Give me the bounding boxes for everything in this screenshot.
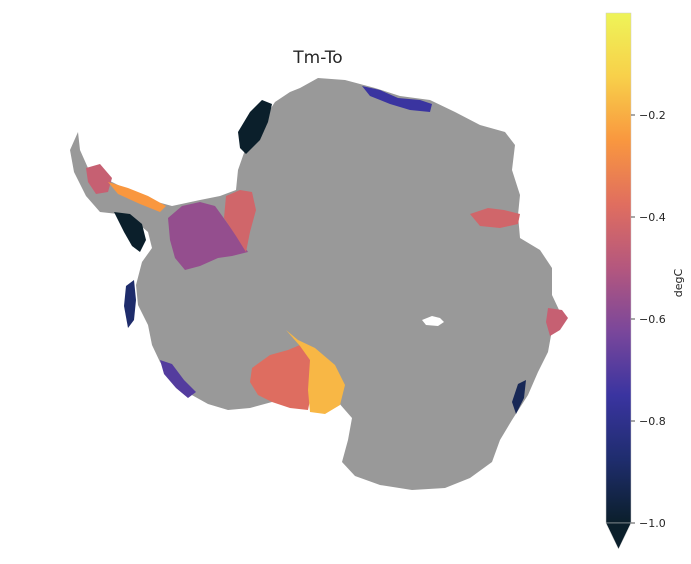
shelf-ross-east bbox=[286, 330, 345, 414]
shelf-shackleton bbox=[546, 308, 568, 336]
antarctica-map bbox=[70, 78, 568, 490]
shelf-filchner-east bbox=[224, 190, 256, 252]
shelf-getz bbox=[160, 360, 196, 398]
colorbar-tick-label: −0.8 bbox=[639, 415, 666, 428]
shelf-filchner-ronne bbox=[168, 202, 248, 270]
shelf-queen-maud bbox=[362, 86, 432, 112]
colorbar-extend-triangle bbox=[605, 522, 632, 550]
shelf-amery bbox=[470, 208, 520, 228]
shelf-fimbul bbox=[238, 100, 272, 154]
colorbar-gradient bbox=[605, 12, 632, 524]
shelf-ross bbox=[250, 345, 312, 410]
colorbar-tick-label: −1.0 bbox=[639, 517, 666, 530]
colorbar: −1.0 −0.8 −0.6 −0.4 −0.2 degC bbox=[605, 12, 685, 550]
shelf-pine-island bbox=[124, 280, 136, 328]
inland-white-patch bbox=[422, 316, 444, 326]
colorbar-tick-label: −0.6 bbox=[639, 313, 666, 326]
colorbar-label: degC bbox=[672, 268, 685, 297]
colorbar-tick-label: −0.4 bbox=[639, 211, 666, 224]
continent-landmass bbox=[70, 78, 560, 490]
shelf-larsen-c bbox=[86, 164, 112, 194]
chart-title: Tm-To bbox=[292, 48, 342, 68]
colorbar-tick-label: −0.2 bbox=[639, 109, 666, 122]
shelf-george-vi bbox=[114, 212, 146, 252]
shelf-totten bbox=[512, 380, 526, 414]
shelf-larsen-band bbox=[108, 182, 166, 212]
